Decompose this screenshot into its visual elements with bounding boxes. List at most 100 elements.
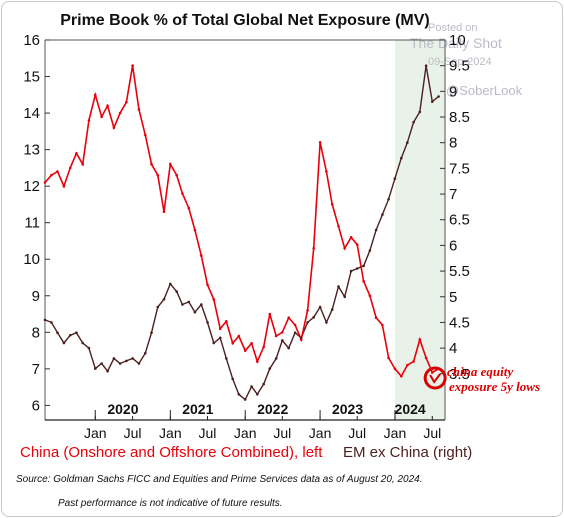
data-point — [337, 225, 340, 228]
data-point — [330, 203, 334, 206]
data-point — [175, 290, 178, 293]
right-tick-label: 5 — [449, 289, 457, 306]
data-point — [293, 331, 297, 335]
data-point — [175, 173, 178, 177]
data-point — [81, 162, 84, 166]
data-point — [306, 321, 309, 324]
left-tick-label: 6 — [32, 397, 40, 414]
month-label: Jul — [273, 425, 291, 441]
annotation-line2: exposure 5y lows — [449, 379, 540, 394]
data-point — [50, 173, 53, 177]
data-point — [343, 247, 347, 250]
right-tick-label: 3.5 — [449, 366, 470, 383]
data-point — [187, 206, 191, 210]
data-point — [243, 398, 247, 401]
data-point — [355, 243, 359, 246]
right-tick-label: 6.5 — [449, 212, 470, 229]
right-tick-label: 8.5 — [449, 109, 470, 126]
data-point — [281, 331, 284, 334]
left-tick-label: 10 — [23, 251, 40, 268]
data-point — [162, 210, 166, 213]
right-tick-label: 9 — [449, 83, 457, 100]
left-tick-label: 8 — [32, 324, 40, 341]
data-point — [162, 298, 166, 301]
month-label: Jul — [199, 425, 217, 441]
month-label: Jan — [159, 425, 182, 441]
data-point — [43, 181, 47, 184]
data-point — [312, 316, 316, 319]
data-point — [118, 111, 122, 115]
data-point — [250, 385, 253, 388]
right-tick-label: 4.5 — [449, 314, 470, 331]
data-point — [374, 316, 378, 320]
data-point — [125, 100, 128, 104]
data-point — [299, 336, 303, 340]
data-point — [87, 346, 91, 350]
data-point — [81, 341, 84, 345]
data-point — [94, 93, 97, 97]
data-point — [381, 323, 384, 327]
data-point — [156, 305, 160, 309]
data-point — [362, 264, 365, 268]
right-y-axis: 3.5 4 4.5 5 5.5 6 6.5 7 7.5 8 8.5 9 9.5 10 — [440, 32, 470, 383]
data-point — [343, 295, 347, 299]
data-point — [169, 282, 172, 286]
watermark-date: 09-Sep-2024 — [428, 56, 492, 68]
right-tick-label: 10 — [449, 32, 466, 49]
data-point — [355, 267, 359, 270]
data-point — [212, 341, 216, 345]
shaded-region-2024 — [394, 40, 445, 420]
data-point — [193, 228, 197, 232]
right-tick-label: 5.5 — [449, 263, 470, 280]
data-point — [299, 338, 303, 341]
data-point — [131, 357, 134, 360]
data-point — [193, 310, 197, 314]
data-point — [100, 115, 103, 118]
data-point — [200, 303, 203, 306]
data-point — [255, 360, 259, 363]
annotation-line1: china equity — [447, 364, 513, 379]
data-point — [250, 342, 253, 345]
right-tick-label: 6 — [449, 237, 457, 254]
series-points-china — [43, 64, 440, 378]
data-point — [255, 393, 259, 396]
legend-em-ex-china: EM ex China (right) — [343, 444, 472, 461]
data-point — [62, 341, 66, 345]
data-point — [137, 108, 141, 111]
data-point — [431, 371, 434, 374]
right-tick-label: 7.5 — [449, 160, 470, 177]
data-point — [75, 152, 78, 155]
data-point — [75, 331, 78, 335]
data-point — [144, 133, 147, 137]
data-point — [318, 305, 322, 309]
data-point — [406, 363, 409, 367]
data-point — [437, 95, 440, 98]
left-tick-label: 15 — [23, 69, 40, 86]
year-labels: 2020 2021 2022 2023 2024 — [107, 401, 426, 417]
right-tick-label: 8 — [449, 135, 457, 152]
data-point — [56, 331, 59, 335]
data-point — [187, 300, 191, 304]
left-y-axis: 6 7 8 9 10 11 12 13 14 15 16 — [23, 32, 50, 414]
watermark-posted-on: Posted on — [428, 22, 478, 34]
month-label: Jan — [309, 425, 332, 441]
x-axis — [94, 410, 433, 420]
data-point — [374, 228, 378, 232]
data-point — [281, 339, 284, 342]
data-point — [100, 362, 103, 365]
left-tick-label: 13 — [23, 142, 40, 159]
series-points-em-ex-china — [43, 64, 440, 401]
data-point — [306, 309, 309, 312]
watermark-handle: @SoberLook — [446, 83, 523, 98]
data-point — [412, 120, 415, 124]
data-point — [418, 338, 422, 341]
data-point — [368, 249, 372, 252]
data-point — [318, 141, 322, 144]
left-tick-label: 11 — [24, 215, 40, 232]
data-point — [424, 356, 428, 360]
data-point — [406, 141, 409, 144]
left-tick-label: 12 — [23, 178, 40, 195]
data-point — [362, 279, 365, 283]
data-point — [393, 367, 397, 371]
